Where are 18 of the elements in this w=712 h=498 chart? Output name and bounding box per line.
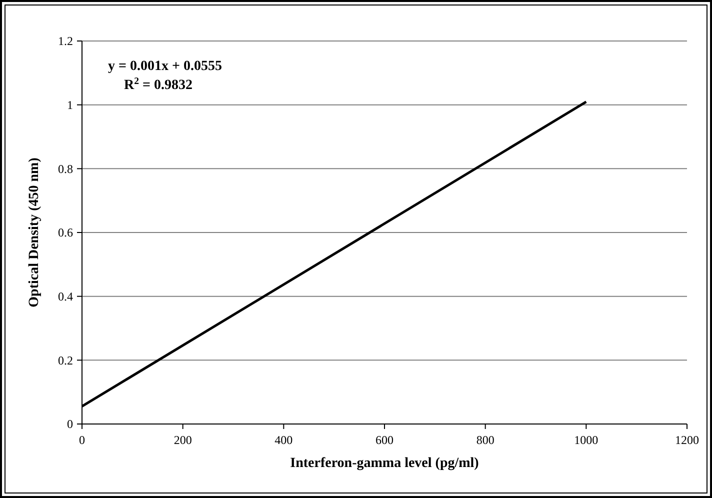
annotation: y = 0.001x + 0.0555 <box>108 59 222 74</box>
x-tick-label: 200 <box>174 433 192 447</box>
y-axis-title: Optical Density (450 nm) <box>27 157 42 308</box>
y-tick-label: 1 <box>67 98 73 112</box>
y-tick-label: 0.8 <box>58 162 73 176</box>
annotation: R$^{2}$ = 0.9832 <box>124 76 193 93</box>
x-tick-label: 400 <box>274 433 293 447</box>
x-tick-label: 1000 <box>574 433 598 447</box>
x-axis-title: Interferon-gamma level (pg/ml) <box>290 456 480 471</box>
y-tick-label: 0.4 <box>58 290 73 304</box>
x-tick-label: 800 <box>476 433 494 447</box>
x-tick-label: 1200 <box>675 433 699 447</box>
x-tick-label: 600 <box>376 433 394 447</box>
y-tick-label: 1.2 <box>58 34 73 48</box>
y-tick-label: 0.2 <box>58 353 73 368</box>
y-tick-label: 0.6 <box>58 226 73 240</box>
y-tick-label: 0 <box>67 417 73 432</box>
x-tick-label: 0 <box>79 433 85 447</box>
